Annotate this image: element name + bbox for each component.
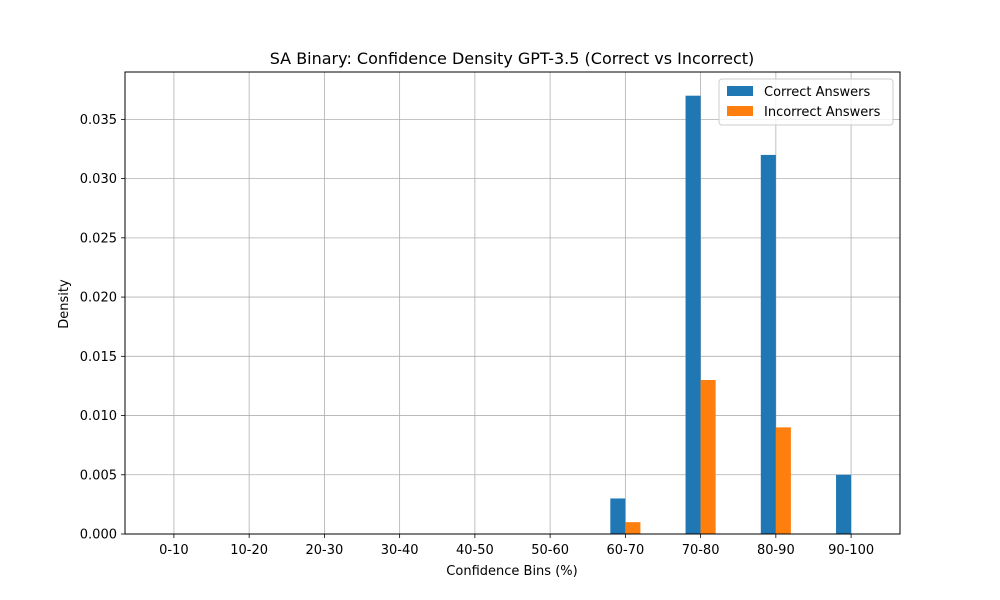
y-tick-label: 0.035: [80, 113, 117, 128]
tick-layer: 0-10 10-20 20-30 30-40 40-50 50-60 60-70 70-80 8…: [80, 113, 874, 558]
y-tick-label: 0.025: [80, 231, 117, 246]
y-tick-label: 0.020: [80, 291, 117, 306]
x-tick-label: 0-10: [159, 543, 189, 558]
y-tick-label: 0.000: [80, 528, 117, 543]
chart-title: SA Binary: Confidence Density GPT-3.5 (C…: [270, 49, 755, 68]
bar-correct-70-80: [685, 95, 701, 534]
y-tick-label: 0.005: [80, 468, 117, 483]
x-tick-label: 30-40: [381, 543, 419, 558]
x-tick-label: 40-50: [456, 543, 494, 558]
x-tick-label: 10-20: [230, 543, 268, 558]
bar-correct-80-90: [760, 154, 776, 534]
legend-box: [718, 78, 894, 126]
y-tick-label: 0.030: [80, 172, 117, 187]
x-tick-label: 60-70: [606, 543, 644, 558]
bar-incorrect-80-90: [775, 427, 791, 534]
y-tick-label: 0.010: [80, 409, 117, 424]
x-tick-label: 90-100: [828, 543, 874, 558]
legend-label-correct: Correct Answers: [764, 85, 870, 100]
x-axis-label: Confidence Bins (%): [446, 564, 577, 579]
bar-incorrect-70-80: [700, 380, 716, 534]
bar-correct-60-70: [610, 498, 626, 534]
legend-label-incorrect: Incorrect Answers: [764, 105, 881, 120]
x-tick-label: 70-80: [682, 543, 720, 558]
bar-incorrect-60-70: [625, 522, 641, 534]
x-tick-label: 80-90: [757, 543, 795, 558]
legend: Correct Answers Incorrect Answers: [718, 78, 894, 126]
legend-swatch-incorrect: [727, 106, 753, 116]
bar-layer: [610, 95, 852, 534]
x-tick-label: 20-30: [306, 543, 344, 558]
bar-correct-90-100: [836, 474, 852, 534]
x-tick-label: 50-60: [531, 543, 569, 558]
y-axis-label: Density: [57, 279, 72, 329]
y-tick-label: 0.015: [80, 350, 117, 365]
legend-swatch-correct: [727, 86, 753, 96]
plot-frame: [124, 71, 901, 535]
